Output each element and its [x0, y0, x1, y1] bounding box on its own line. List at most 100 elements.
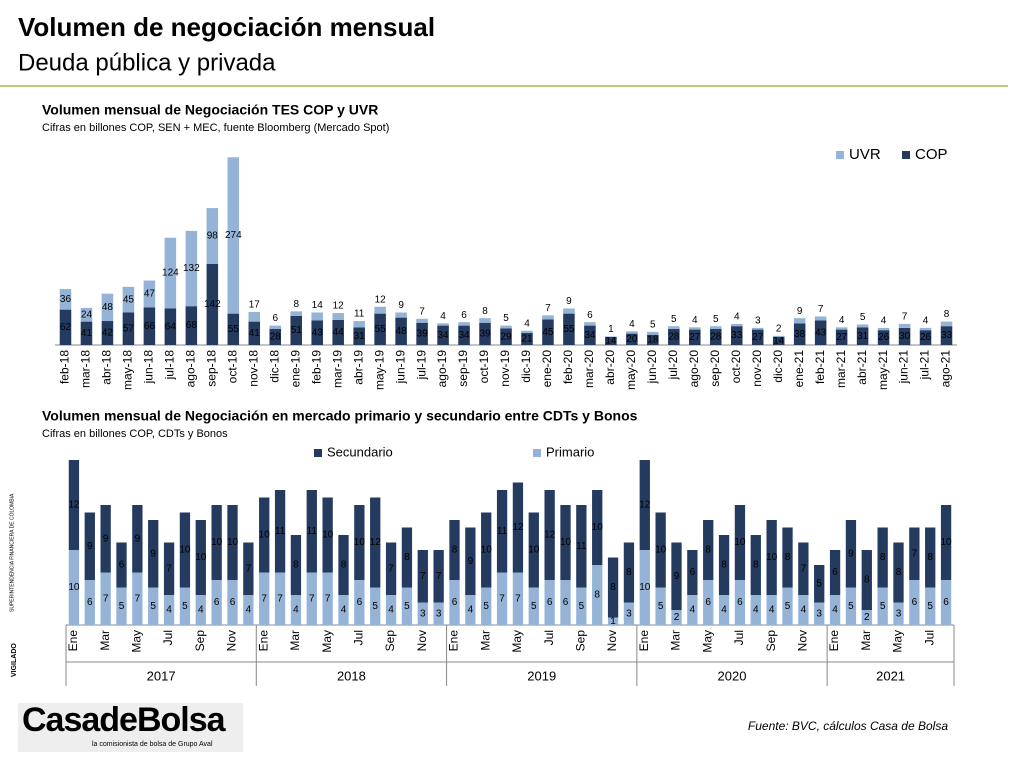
- value-label: 18: [647, 335, 659, 346]
- x-tick-label: ene-20: [540, 350, 554, 388]
- x-tick-label: May: [320, 630, 334, 653]
- value-label: 14: [312, 300, 324, 311]
- value-label: 8: [626, 567, 632, 578]
- bar-segment: [542, 315, 554, 320]
- value-label: 8: [341, 560, 347, 571]
- value-label: 7: [246, 563, 252, 574]
- bar-segment: [877, 587, 888, 625]
- x-tick-label: Sep: [383, 630, 397, 652]
- value-label: 9: [848, 548, 854, 559]
- value-label: 12: [370, 537, 382, 548]
- bar-segment: [195, 520, 206, 595]
- value-label: 7: [545, 303, 551, 314]
- bar-segment: [639, 550, 650, 625]
- bar-segment: [861, 610, 872, 625]
- bar-segment: [730, 323, 743, 327]
- value-label: 6: [272, 313, 278, 324]
- bar-segment: [433, 550, 444, 603]
- value-label: 10: [195, 552, 207, 563]
- value-label: 41: [81, 328, 93, 339]
- bar-segment: [163, 542, 175, 595]
- value-label: 7: [388, 563, 394, 574]
- legend-label: COP: [915, 146, 948, 163]
- bar-segment: [496, 572, 508, 625]
- x-tick-label: abr-20: [603, 350, 617, 385]
- value-label: 57: [123, 323, 135, 334]
- bar-segment: [195, 595, 206, 625]
- bar-segment: [248, 311, 261, 322]
- x-tick-label: ago-18: [184, 350, 198, 388]
- logo: CasadeBolsa: [22, 701, 227, 739]
- bar-segment: [814, 320, 827, 345]
- bar-segment: [909, 527, 920, 580]
- value-label: 38: [794, 329, 806, 340]
- value-label: 4: [753, 605, 759, 616]
- chart-subtitle: Cifras en billones COP, CDTs y Bonos: [42, 428, 228, 440]
- bar-segment: [544, 580, 555, 625]
- value-label: 8: [452, 545, 458, 556]
- x-tick-label: Jul: [922, 630, 936, 645]
- bar-segment: [750, 535, 761, 595]
- value-label: 31: [354, 331, 366, 342]
- bar-segment: [122, 286, 135, 313]
- bar-segment: [772, 337, 785, 345]
- group-label: 2019: [527, 668, 556, 683]
- value-label: 5: [372, 601, 378, 612]
- value-label: 6: [690, 567, 696, 578]
- value-label: 3: [755, 316, 761, 327]
- value-label: 4: [629, 319, 635, 330]
- value-label: 4: [692, 315, 698, 326]
- value-label: 39: [479, 329, 491, 340]
- bar-segment: [814, 565, 825, 603]
- x-tick-label: Mar: [859, 630, 873, 651]
- bar-segment: [227, 313, 240, 345]
- bar-segment: [101, 293, 114, 322]
- bar-segment: [401, 527, 413, 588]
- bar-segment: [877, 327, 890, 331]
- value-label: 7: [309, 593, 315, 604]
- value-label: 5: [182, 601, 188, 612]
- bar-segment: [80, 307, 93, 322]
- value-label: 66: [144, 321, 156, 332]
- value-label: 124: [162, 268, 179, 279]
- bar-segment: [718, 595, 730, 625]
- x-tick-label: abr-21: [855, 350, 869, 385]
- x-tick-label: jun-20: [645, 350, 659, 385]
- value-label: 31: [857, 331, 869, 342]
- value-label: 5: [860, 312, 866, 323]
- x-tick-label: Sep: [193, 630, 207, 652]
- value-label: 9: [797, 306, 803, 317]
- value-label: 3: [436, 608, 442, 619]
- bar-segment: [100, 505, 111, 573]
- value-label: 9: [150, 548, 156, 559]
- value-label: 8: [944, 309, 950, 320]
- bar-segment: [560, 505, 571, 580]
- value-label: 55: [375, 324, 387, 335]
- bar-segment: [481, 512, 492, 588]
- bar-segment: [322, 497, 333, 573]
- value-label: 7: [103, 593, 109, 604]
- bar-segment: [845, 520, 857, 588]
- value-label: 21: [521, 334, 533, 345]
- x-tick-label: nov-18: [246, 350, 260, 387]
- bar-segment: [909, 580, 920, 625]
- bar-segment: [940, 321, 953, 327]
- bar-segment: [101, 321, 114, 345]
- bar-segment: [576, 587, 587, 625]
- bar-segment: [798, 595, 809, 625]
- bar-segment: [338, 595, 349, 625]
- bar-segment: [521, 330, 533, 334]
- bar-segment: [607, 617, 619, 625]
- legend-swatch: [836, 151, 844, 159]
- bar-segment: [496, 490, 508, 573]
- bar-segment: [395, 312, 407, 318]
- value-label: 7: [325, 593, 331, 604]
- legend-label: Secundario: [327, 444, 393, 459]
- bar-segment: [68, 460, 80, 550]
- bar-segment: [605, 337, 617, 345]
- value-label: 6: [912, 597, 918, 608]
- x-tick-label: Sep: [764, 630, 778, 652]
- x-tick-label: Ene: [827, 630, 841, 652]
- bar-segment: [893, 602, 904, 625]
